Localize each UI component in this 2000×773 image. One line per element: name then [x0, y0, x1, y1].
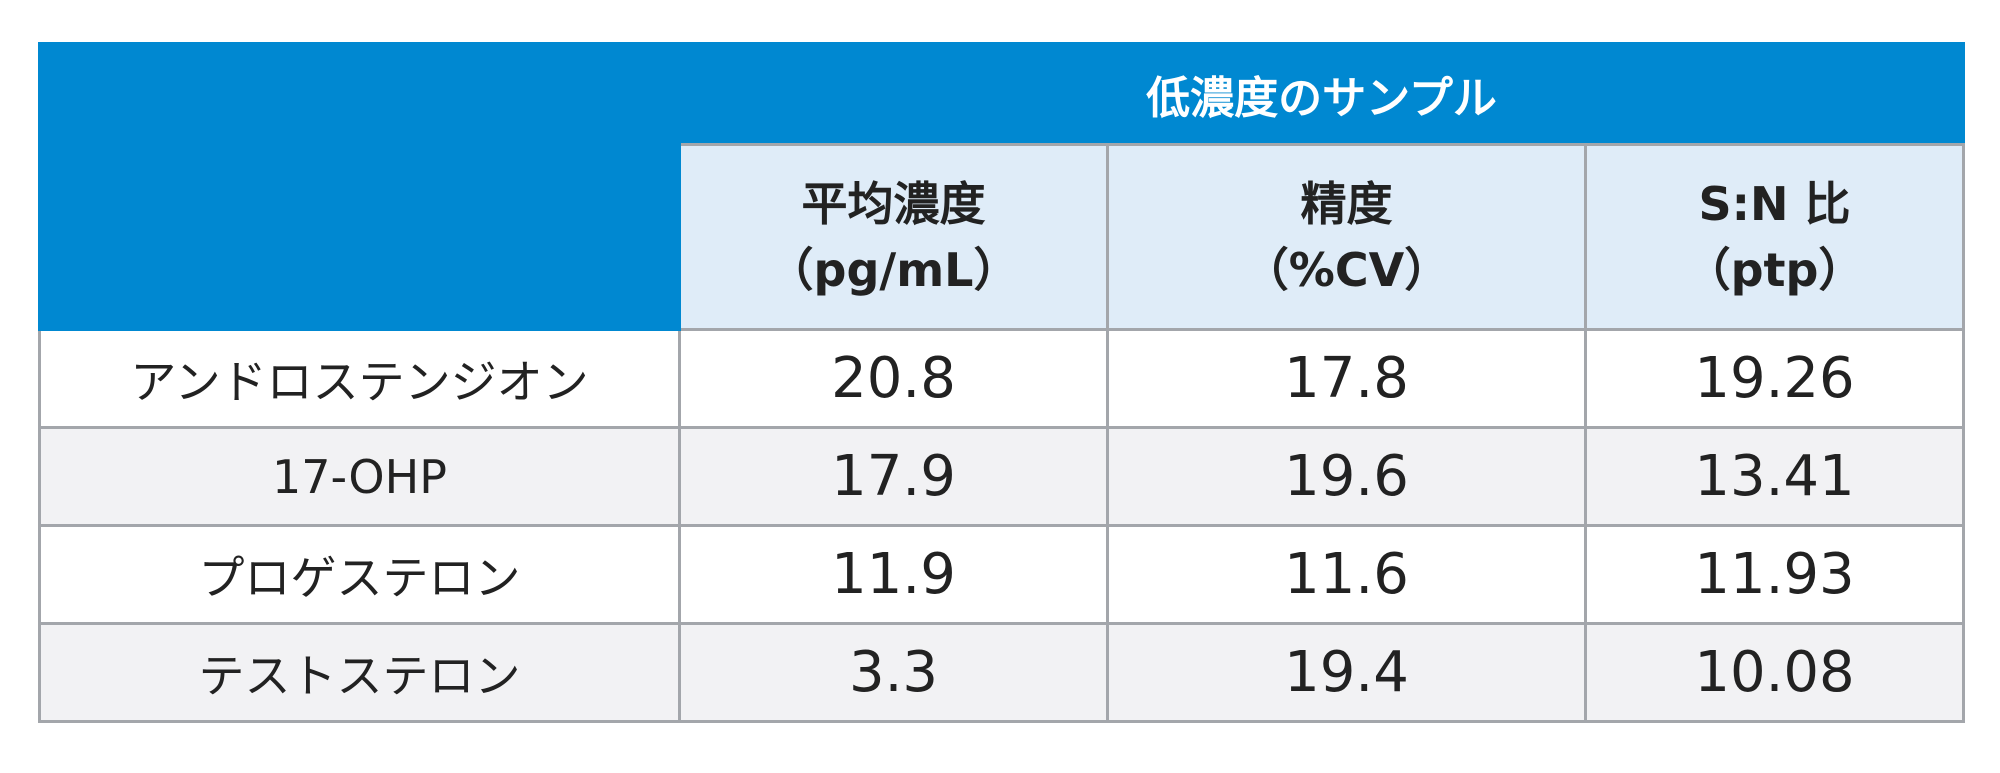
column-header-line1: S:N 比 — [1698, 177, 1851, 231]
table-row: プロゲステロン 11.9 11.6 11.93 — [38, 524, 1966, 625]
row-name: テストステロン — [38, 622, 681, 723]
column-header-row: 平均濃度 （pg/mL） 精度 （%CV） S:N 比 （ptp） — [40, 143, 1966, 331]
cell-sn-ratio: 19.26 — [1583, 328, 1966, 429]
row-name: アンドロステンジオン — [38, 328, 681, 429]
column-header-mean-concentration: 平均濃度 （pg/mL） — [678, 143, 1109, 331]
cell-precision: 17.8 — [1106, 328, 1587, 429]
column-header-line2: （%CV） — [1242, 243, 1451, 297]
column-header-line2: （ptp） — [1684, 243, 1865, 297]
row-name: プロゲステロン — [38, 524, 681, 625]
column-header-sn-ratio: S:N 比 （ptp） — [1583, 143, 1966, 331]
table-row: テストステロン 3.3 19.4 10.08 — [38, 622, 1966, 723]
cell-sn-ratio: 11.93 — [1583, 524, 1966, 625]
column-header-line1: 精度 — [1300, 177, 1393, 231]
cell-mean-concentration: 20.8 — [678, 328, 1109, 429]
table-row: アンドロステンジオン 20.8 17.8 19.26 — [38, 328, 1966, 429]
group-header: 低濃度のサンプル — [677, 42, 1966, 146]
results-table: 低濃度のサンプル 平均濃度 （pg/mL） 精度 （%CV） S:N 比 （pt… — [38, 42, 1966, 723]
column-header-precision: 精度 （%CV） — [1106, 143, 1587, 331]
cell-precision: 19.4 — [1106, 622, 1587, 723]
cell-sn-ratio: 10.08 — [1583, 622, 1966, 723]
cell-precision: 11.6 — [1106, 524, 1587, 625]
cell-precision: 19.6 — [1106, 426, 1587, 527]
table-row: 17-OHP 17.9 19.6 13.41 — [38, 426, 1966, 527]
group-header-row: 低濃度のサンプル — [38, 42, 1966, 331]
cell-sn-ratio: 13.41 — [1583, 426, 1966, 527]
cell-mean-concentration: 11.9 — [678, 524, 1109, 625]
corner-cell — [38, 42, 681, 331]
column-header-line2: （pg/mL） — [767, 243, 1020, 297]
column-header-line1: 平均濃度 — [801, 177, 986, 231]
cell-mean-concentration: 3.3 — [678, 622, 1109, 723]
row-name: 17-OHP — [38, 426, 681, 527]
cell-mean-concentration: 17.9 — [678, 426, 1109, 527]
